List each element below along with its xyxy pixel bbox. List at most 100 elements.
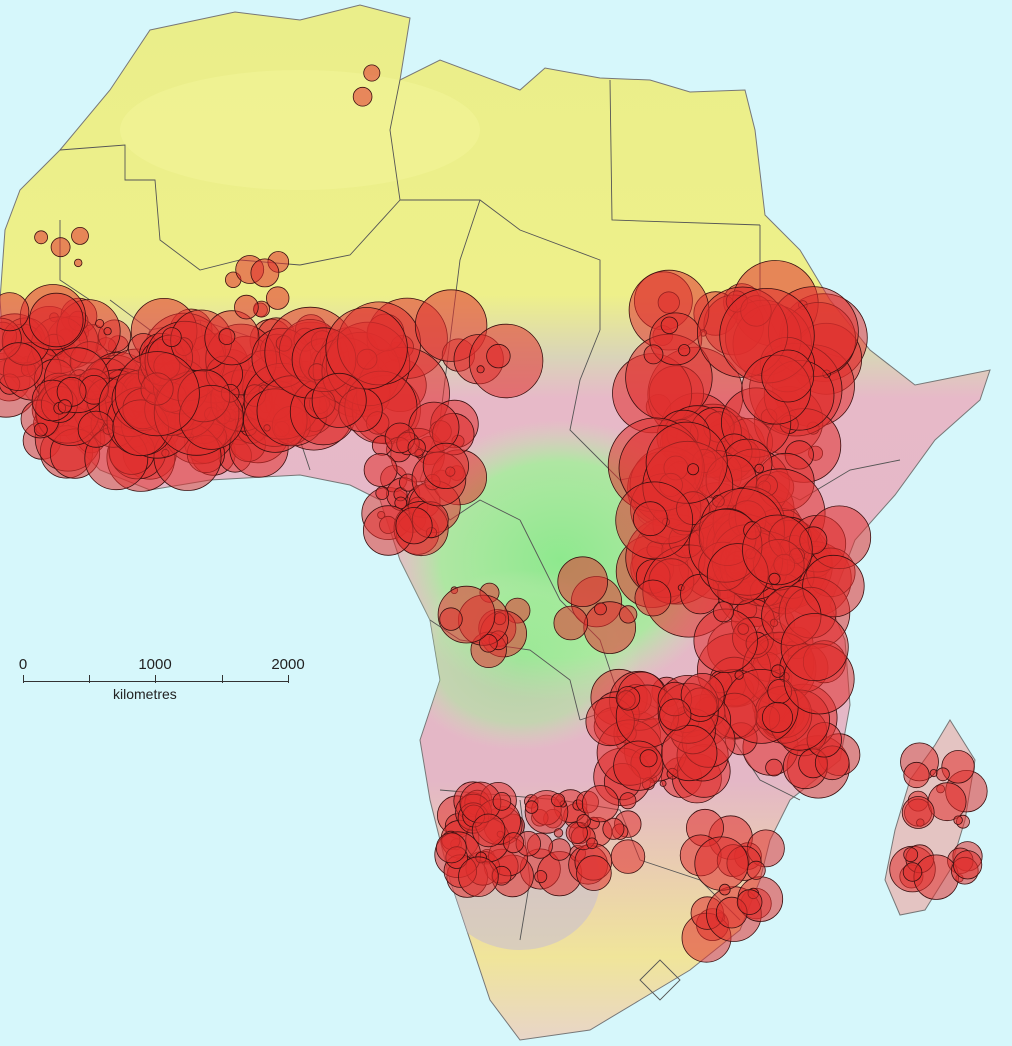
survey-point [422, 442, 469, 489]
survey-point [687, 463, 700, 476]
survey-point [0, 342, 43, 391]
survey-point [103, 327, 112, 336]
survey-point [615, 686, 641, 711]
survey-point [375, 486, 390, 500]
survey-point [659, 780, 667, 787]
survey-point [718, 883, 731, 896]
survey-point [395, 507, 433, 545]
survey-point [586, 837, 598, 850]
survey-point [384, 422, 416, 454]
survey-point [680, 673, 725, 718]
survey-point [613, 740, 664, 791]
survey-point [661, 724, 718, 782]
survey-point [0, 292, 30, 332]
survey-point [761, 349, 815, 403]
survey-point [901, 796, 935, 829]
survey-point [234, 294, 259, 320]
survey-point [29, 292, 84, 348]
survey-point [903, 761, 930, 789]
scale-tick-label: 2000 [271, 656, 305, 673]
survey-point [553, 605, 589, 641]
survey-point [34, 230, 48, 245]
survey-point [952, 850, 983, 880]
survey-point [746, 860, 766, 880]
survey-point [50, 237, 71, 258]
survey-point [632, 501, 668, 537]
scale-tick [288, 675, 289, 683]
survey-point [754, 463, 764, 474]
survey-point [736, 889, 763, 915]
scale-tick-label: 0 [18, 656, 28, 673]
survey-point [713, 601, 735, 623]
survey-point [73, 258, 83, 268]
survey-point [503, 832, 525, 854]
survey-point [218, 328, 236, 346]
survey-point [619, 792, 637, 810]
scale-tick [23, 675, 24, 683]
survey-point [161, 327, 182, 348]
survey-point [660, 316, 679, 335]
survey-point [576, 814, 591, 829]
survey-point [742, 514, 813, 586]
survey-point [953, 815, 963, 825]
survey-point [439, 607, 463, 631]
scale-tick [222, 675, 223, 683]
survey-point [780, 613, 849, 682]
survey-point [576, 855, 612, 891]
survey-point [659, 698, 692, 731]
survey-point [581, 785, 620, 823]
survey-point [486, 343, 511, 369]
survey-point [57, 399, 72, 414]
survey-point [694, 836, 749, 891]
survey-point [407, 438, 426, 457]
survey-point [802, 554, 865, 618]
survey-point [114, 351, 200, 437]
survey-point [678, 344, 691, 357]
survey-point [602, 817, 625, 840]
survey-point [534, 870, 548, 884]
scale-tick [155, 675, 156, 683]
survey-point [551, 793, 566, 808]
survey-point [471, 813, 506, 848]
scale-tick-label: 1000 [138, 656, 172, 673]
survey-point [492, 792, 512, 811]
survey-point [639, 749, 658, 768]
survey-point [524, 800, 539, 814]
survey-point [77, 410, 115, 448]
survey-point [903, 847, 919, 862]
scale-bar: 0 1000 2000 kilometres [18, 656, 305, 702]
data-points [0, 64, 988, 963]
survey-point [941, 750, 975, 784]
survey-point [734, 670, 744, 680]
survey-point [557, 556, 608, 607]
scale-unit-label: kilometres [113, 686, 177, 702]
survey-point [33, 422, 48, 437]
scale-tick [89, 675, 90, 683]
survey-point [765, 758, 783, 777]
survey-point [553, 828, 564, 838]
survey-point [435, 832, 467, 864]
survey-point [479, 633, 498, 653]
survey-point [325, 307, 408, 390]
survey-point [311, 372, 367, 428]
survey-point [762, 701, 794, 733]
survey-point [634, 579, 672, 617]
survey-point [768, 572, 781, 585]
survey-point [95, 318, 105, 328]
survey-point [266, 286, 290, 310]
survey-point [902, 862, 923, 882]
survey-point [610, 839, 646, 874]
survey-point [458, 856, 499, 897]
survey-point [476, 365, 485, 374]
survey-point [352, 86, 373, 107]
survey-point [250, 258, 280, 288]
survey-point [771, 664, 785, 678]
survey-point [363, 64, 381, 82]
survey-point [936, 767, 950, 782]
survey-point [594, 602, 607, 616]
survey-point [71, 226, 89, 245]
survey-point [363, 453, 398, 487]
survey-point [643, 344, 664, 365]
survey-point [619, 605, 638, 624]
